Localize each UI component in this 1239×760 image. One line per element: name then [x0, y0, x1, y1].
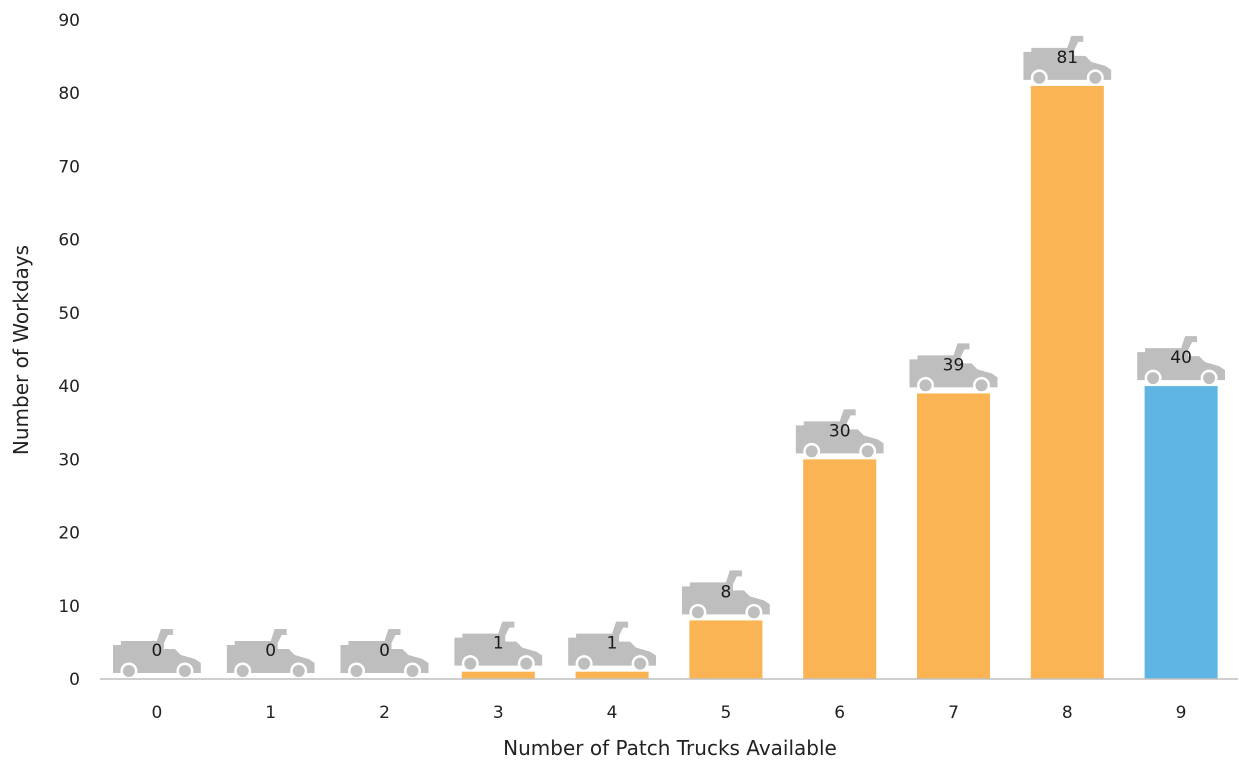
data-label: 1 [607, 634, 618, 654]
y-tick-label: 0 [69, 670, 80, 690]
bar [803, 459, 877, 679]
bar [917, 393, 990, 679]
y-tick-label: 60 [58, 231, 80, 251]
x-tick-label: 8 [1062, 703, 1073, 723]
y-tick-label: 90 [58, 11, 80, 31]
x-tick-label: 5 [720, 703, 731, 723]
data-label: 81 [1056, 48, 1078, 68]
data-label: 8 [720, 582, 731, 602]
data-label: 30 [829, 421, 851, 441]
data-label: 1 [493, 634, 504, 654]
data-labels: 0 0 0 1 1 8 30 39 81 40 [112, 35, 1226, 677]
y-axis-title: Number of Workdays [9, 245, 33, 455]
x-tick-label: 1 [265, 703, 276, 723]
data-label: 0 [265, 641, 276, 661]
x-tick-label: 6 [834, 703, 845, 723]
x-axis-ticks: 0 1 2 3 4 5 6 7 8 9 [151, 703, 1186, 723]
x-tick-label: 3 [493, 703, 504, 723]
bar [461, 671, 535, 679]
y-tick-label: 10 [58, 597, 80, 617]
y-tick-label: 70 [58, 157, 80, 177]
x-axis-title: Number of Patch Trucks Available [503, 736, 837, 760]
x-tick-label: 9 [1176, 703, 1187, 723]
bar [1030, 85, 1104, 679]
bars [461, 85, 1218, 679]
x-tick-label: 4 [607, 703, 618, 723]
x-tick-label: 2 [379, 703, 390, 723]
bar [689, 620, 763, 679]
x-tick-label: 7 [948, 703, 959, 723]
y-tick-label: 40 [58, 377, 80, 397]
data-label: 0 [379, 641, 390, 661]
data-label: 40 [1170, 348, 1192, 368]
data-label: 0 [151, 641, 162, 661]
data-label: 39 [943, 355, 965, 375]
bar [1144, 386, 1218, 679]
y-axis-ticks: 0 10 20 30 40 50 60 70 80 90 [58, 11, 80, 690]
bar [575, 671, 649, 679]
y-tick-label: 20 [58, 524, 80, 544]
x-tick-label: 0 [151, 703, 162, 723]
y-tick-label: 80 [58, 84, 80, 104]
y-tick-label: 50 [58, 304, 80, 324]
y-tick-label: 30 [58, 450, 80, 470]
